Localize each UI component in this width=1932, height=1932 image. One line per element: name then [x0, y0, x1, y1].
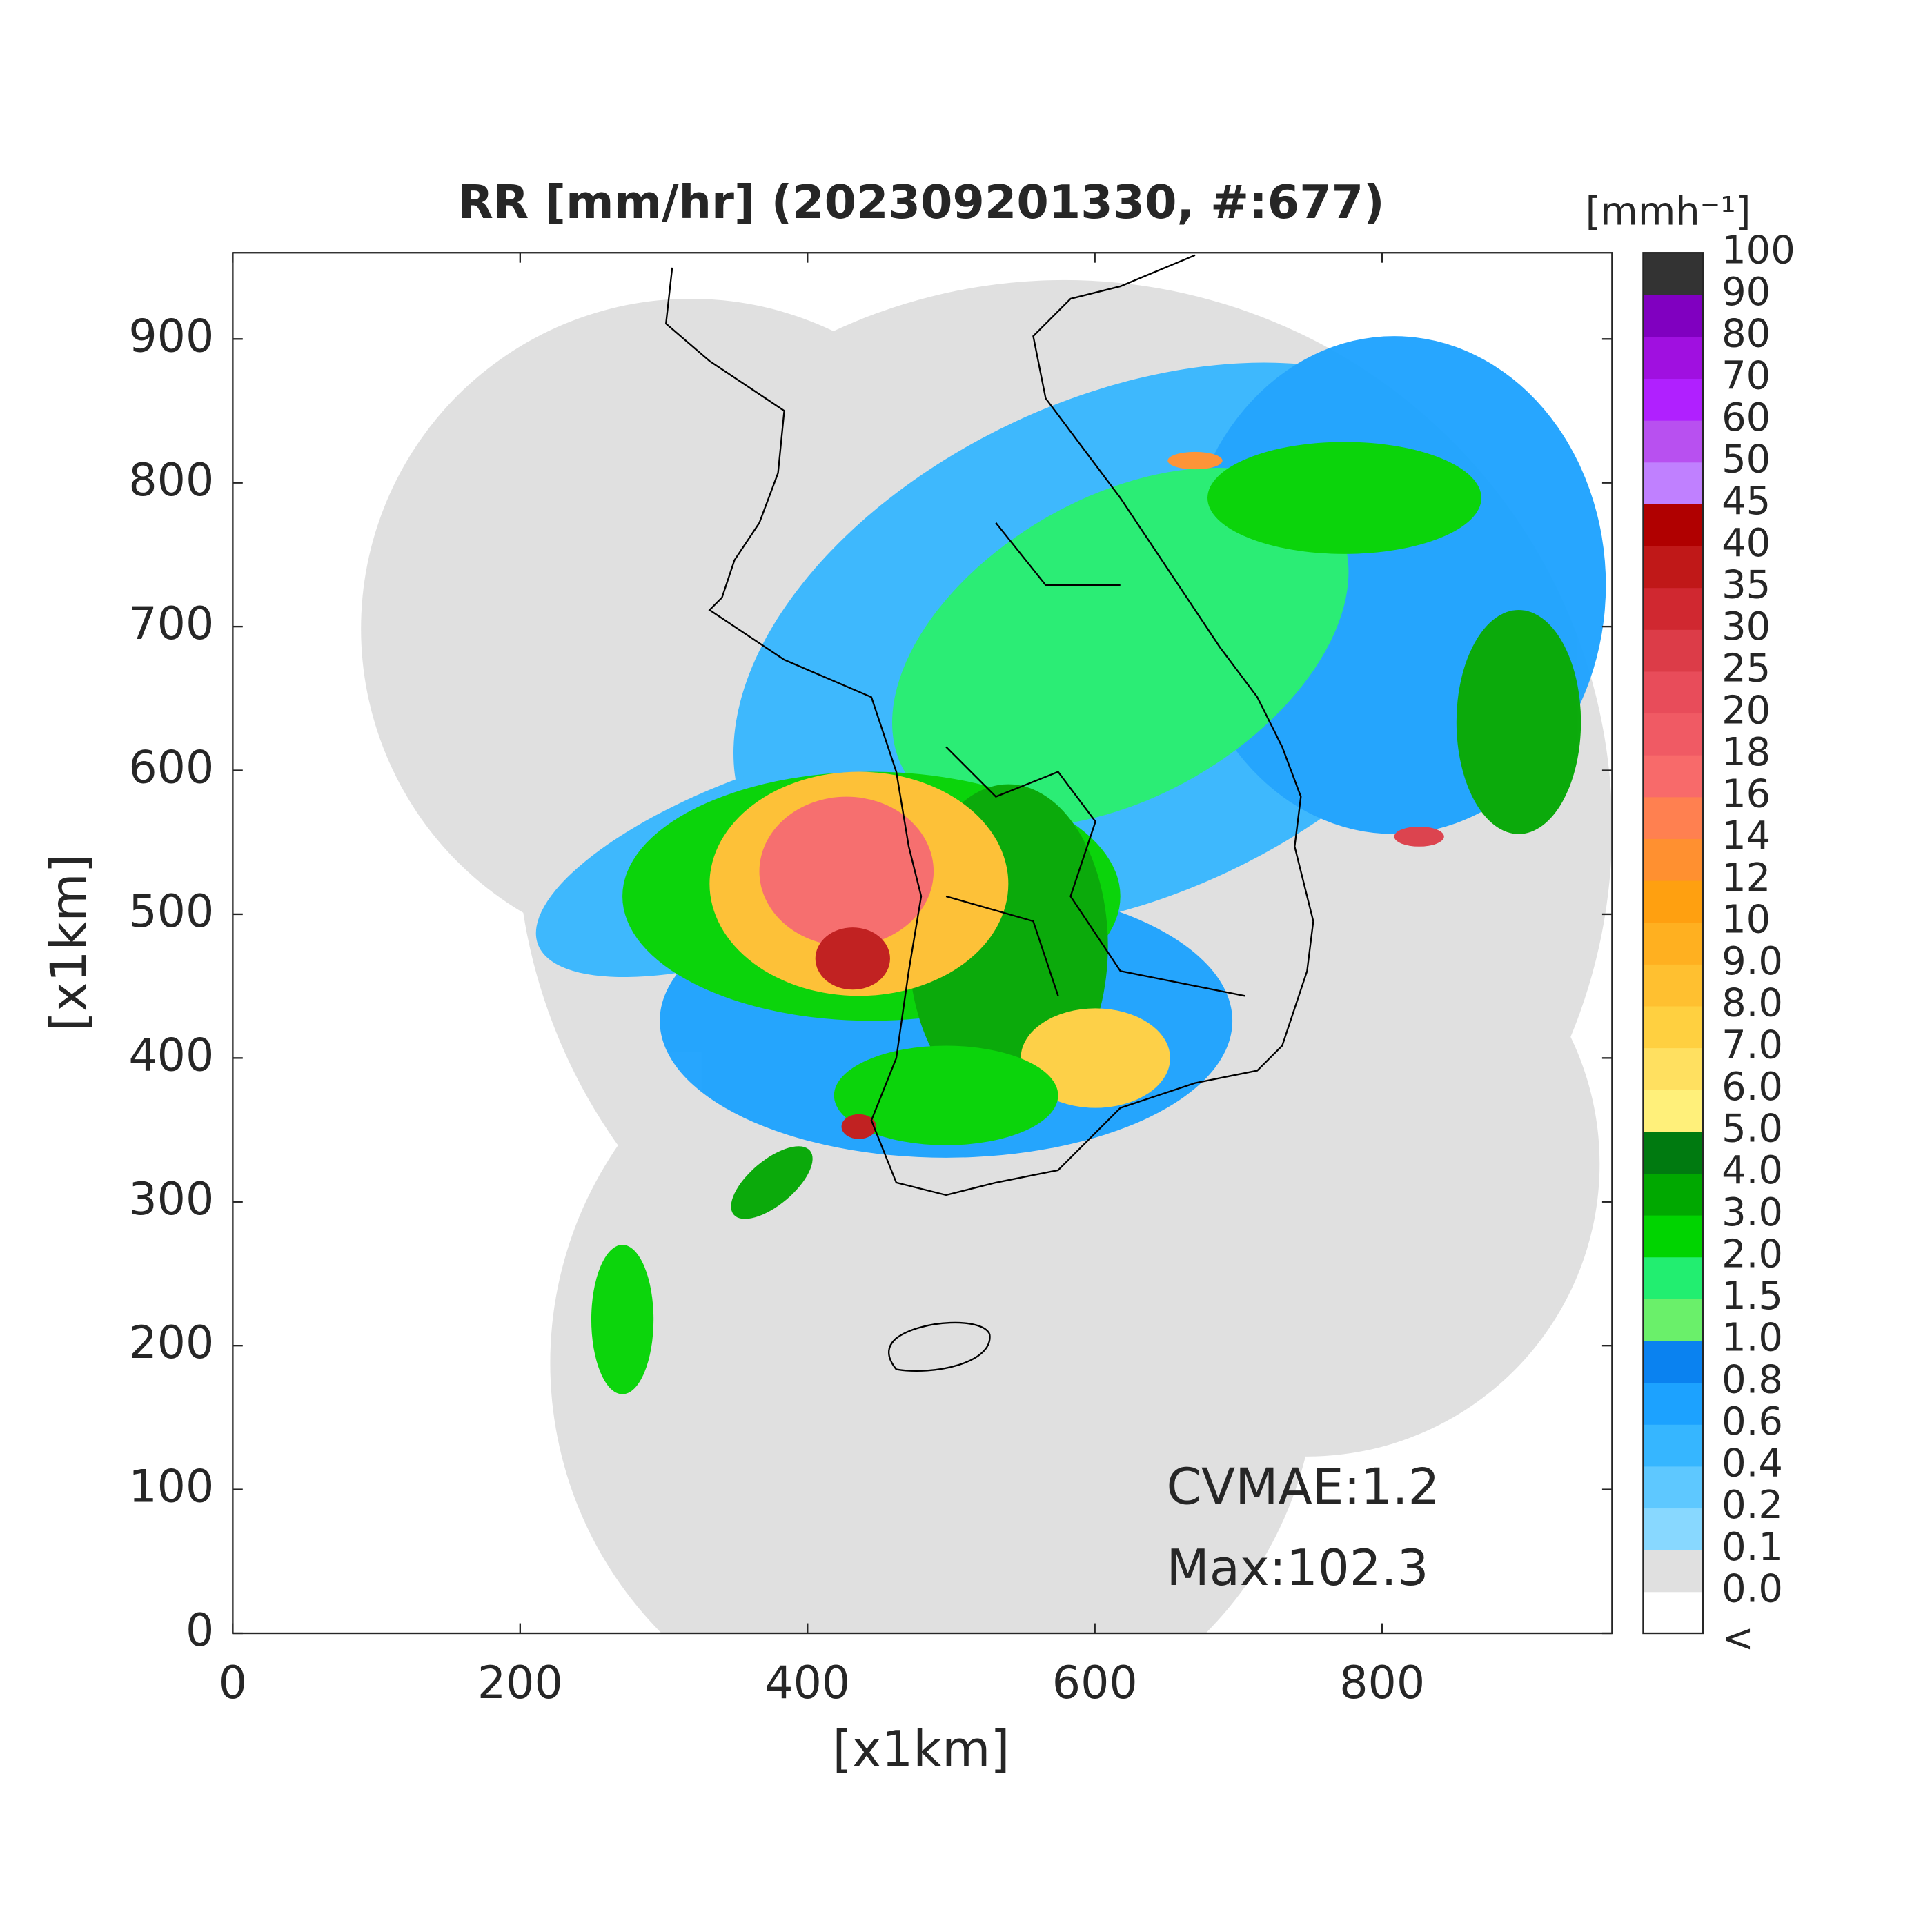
colorbar-segment — [1643, 1173, 1704, 1216]
colorbar-label: 10 — [1722, 897, 1771, 942]
colorbar-label: 1.5 — [1722, 1274, 1783, 1319]
colorbar-segment — [1643, 1423, 1704, 1467]
colorbar-segment — [1643, 796, 1704, 839]
coastline — [664, 254, 1314, 1372]
y-tick-label: 400 — [128, 1029, 214, 1081]
colorbar-segment — [1643, 1382, 1704, 1425]
colorbar-segment — [1643, 294, 1704, 337]
colorbar-segment — [1643, 1005, 1704, 1049]
y-tick-label: 600 — [128, 742, 214, 794]
colorbar-label: < — [1722, 1616, 1754, 1661]
y-tick-label: 200 — [128, 1317, 214, 1369]
colorbar-segment — [1643, 1047, 1704, 1090]
x-tick-label: 200 — [477, 1657, 563, 1709]
y-axis-label: [x1km] — [41, 854, 99, 1031]
y-tick-label: 900 — [128, 310, 214, 362]
colorbar-segment — [1643, 462, 1704, 504]
colorbar-label: 6.0 — [1722, 1065, 1783, 1110]
colorbar-segment — [1643, 378, 1704, 421]
colorbar-label: 40 — [1722, 521, 1771, 566]
colorbar-segment — [1643, 754, 1704, 798]
colorbar-segment — [1643, 1508, 1704, 1550]
annotation: Max:102.3 — [1166, 1539, 1428, 1597]
annotation: CVMAE:1.2 — [1166, 1459, 1439, 1517]
y-tick-label: 700 — [128, 598, 214, 650]
colorbar-segment — [1643, 336, 1704, 379]
colorbar-segment — [1643, 838, 1704, 881]
colorbar-label: 12 — [1722, 856, 1771, 900]
colorbar-label: 20 — [1722, 688, 1771, 733]
colorbar-label: 100 — [1722, 228, 1795, 273]
colorbar-label: 2.0 — [1722, 1232, 1783, 1276]
colorbar-segment — [1643, 545, 1704, 589]
y-tick-label: 800 — [128, 455, 214, 506]
y-tick-label: 300 — [128, 1174, 214, 1225]
colorbar-segment — [1643, 713, 1704, 756]
y-tick-label: 0 — [186, 1605, 214, 1657]
colorbar-segment — [1643, 963, 1704, 1007]
colorbar-label: 0.0 — [1722, 1567, 1783, 1612]
y-tick-label: 100 — [128, 1461, 214, 1513]
colorbar-frame — [1642, 252, 1704, 1635]
colorbar-label: 0.1 — [1722, 1525, 1783, 1570]
colorbar-label: 50 — [1722, 437, 1771, 482]
x-tick-label: 600 — [1052, 1657, 1138, 1709]
colorbar-label: 35 — [1722, 562, 1771, 607]
colorbar-label: 16 — [1722, 772, 1771, 817]
rain-field — [535, 336, 1606, 1394]
radar-map — [361, 254, 1613, 1634]
colorbar-segment — [1643, 1549, 1704, 1593]
y-tick-label: 500 — [128, 886, 214, 938]
colorbar-segment — [1643, 587, 1704, 630]
colorbar-segment — [1643, 880, 1704, 923]
chart-title: RR [mm/hr] (202309201330, #:677) — [457, 175, 1384, 229]
colorbar-label: 25 — [1722, 647, 1771, 691]
colorbar-segment — [1643, 504, 1704, 546]
colorbar-segment — [1643, 1340, 1704, 1383]
colorbar-label: 8.0 — [1722, 981, 1783, 1026]
colorbar-label: 90 — [1722, 270, 1771, 315]
colorbar-label: 80 — [1722, 312, 1771, 357]
colorbar-label: 1.0 — [1722, 1316, 1783, 1361]
colorbar-segment — [1643, 671, 1704, 714]
colorbar-segment — [1643, 420, 1704, 463]
colorbar-label: 0.2 — [1722, 1483, 1783, 1528]
x-tick-label: 400 — [765, 1657, 850, 1709]
colorbar-label: 60 — [1722, 395, 1771, 440]
colorbar-segment — [1643, 1089, 1704, 1132]
colorbar-title: [mmh⁻¹] — [1586, 189, 1751, 234]
colorbar-segment — [1643, 629, 1704, 672]
colorbar-label: 0.6 — [1722, 1399, 1783, 1444]
colorbar-segment — [1643, 1591, 1704, 1634]
colorbar-label: 70 — [1722, 353, 1771, 398]
colorbar-label: 5.0 — [1722, 1107, 1783, 1152]
colorbar-segment — [1643, 1298, 1704, 1341]
colorbar-label: 4.0 — [1722, 1148, 1783, 1193]
colorbar-segment — [1643, 1466, 1704, 1509]
colorbar-segment — [1643, 1256, 1704, 1299]
colorbar-label: 14 — [1722, 814, 1771, 858]
plot-frame — [232, 252, 1613, 1635]
colorbar-label: 18 — [1722, 730, 1771, 775]
colorbar-label: 30 — [1722, 604, 1771, 649]
colorbar-segment — [1643, 922, 1704, 965]
colorbar-label: 9.0 — [1722, 939, 1783, 984]
colorbar-segment — [1643, 253, 1704, 295]
colorbar-segment — [1643, 1131, 1704, 1174]
colorbar-label: 7.0 — [1722, 1023, 1783, 1067]
colorbar-label: 3.0 — [1722, 1190, 1783, 1235]
x-axis-label: [x1km] — [833, 1721, 1010, 1779]
x-tick-label: 800 — [1339, 1657, 1425, 1709]
colorbar-label: 0.8 — [1722, 1357, 1783, 1402]
x-tick-label: 0 — [219, 1657, 247, 1709]
colorbar-segment — [1643, 1214, 1704, 1258]
colorbar-label: 45 — [1722, 479, 1771, 524]
colorbar-label: 0.4 — [1722, 1441, 1783, 1486]
